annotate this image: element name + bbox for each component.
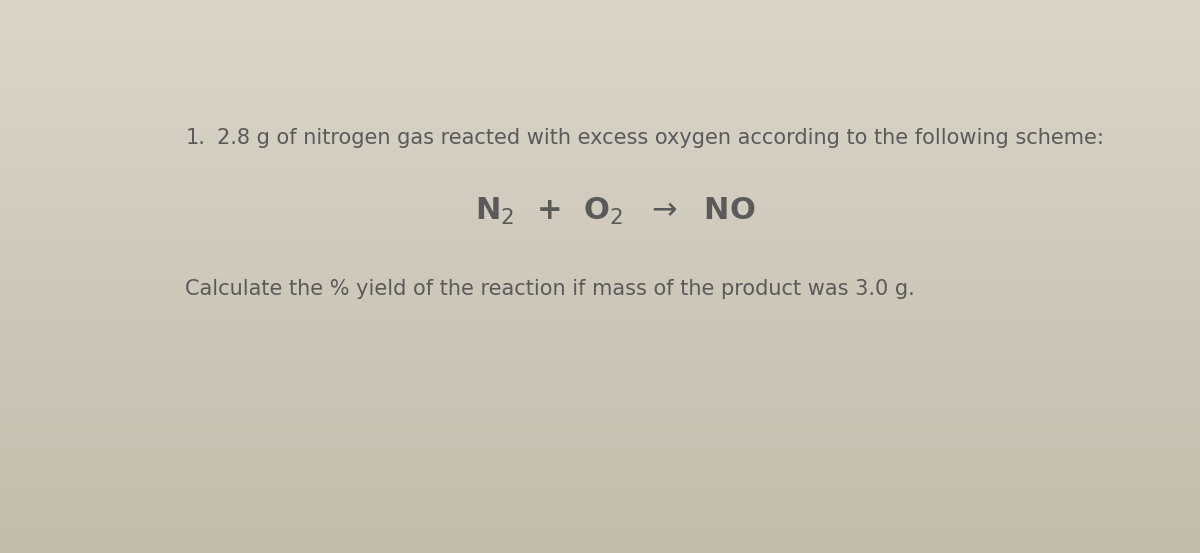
Text: 1.: 1. (185, 128, 205, 148)
Text: Calculate the % yield of the reaction if mass of the product was 3.0 g.: Calculate the % yield of the reaction if… (185, 279, 916, 299)
Text: 2.8 g of nitrogen gas reacted with excess oxygen according to the following sche: 2.8 g of nitrogen gas reacted with exces… (217, 128, 1104, 148)
Text: N$_2$  +  O$_2$  $\rightarrow$  NO: N$_2$ + O$_2$ $\rightarrow$ NO (475, 196, 755, 227)
